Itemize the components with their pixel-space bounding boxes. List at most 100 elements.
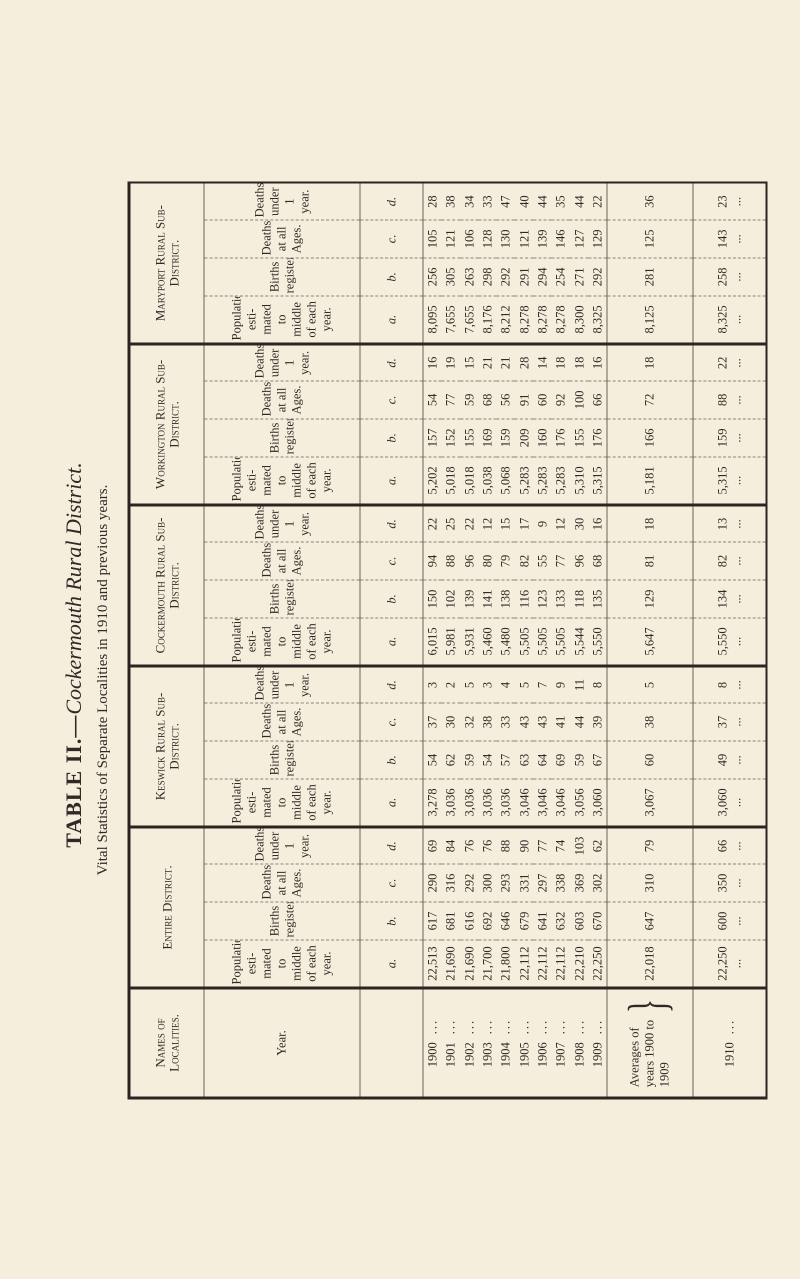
data-cell: 8,300	[569, 295, 588, 344]
data-cell: 3,036	[459, 778, 478, 827]
year-label: 1900	[425, 1042, 440, 1068]
leader-dots: ...	[480, 1018, 495, 1035]
data-cell: 8,325	[587, 295, 607, 344]
data-cell: 3,046	[514, 778, 533, 827]
year-label: 1908	[571, 1042, 586, 1068]
year-label: 1907	[553, 1042, 568, 1068]
value-1910: 37	[714, 715, 729, 729]
data-cell: 33	[496, 702, 515, 741]
filler-dots: ...	[728, 878, 743, 888]
value-1910-cell: 49...	[692, 740, 766, 779]
year-cell: 1905...	[514, 988, 533, 1098]
data-cell: 30	[441, 702, 460, 741]
data-cell: 159	[496, 418, 515, 457]
data-cell: 18	[569, 343, 588, 381]
data-cell: 127	[569, 219, 588, 258]
data-cell: 141	[477, 579, 497, 618]
data-cell: 66	[587, 380, 607, 419]
value-1910-cell: 134...	[692, 579, 766, 618]
average-cell: 281	[606, 257, 693, 296]
value-1910: 23	[714, 195, 729, 208]
table-subtitle: Vital Statistics of Separate Localities …	[95, 484, 111, 876]
value-1910: 8,325	[714, 305, 729, 334]
value-1910: 5,315	[714, 466, 729, 495]
data-cell: 54	[422, 380, 442, 419]
value-1910: 258	[714, 267, 729, 287]
year-cell: 1904...	[496, 988, 515, 1098]
data-cell: 69	[551, 740, 570, 779]
data-cell: 5,544	[569, 617, 588, 666]
data-cell: 69	[422, 826, 442, 864]
column-letter: d.	[359, 665, 423, 703]
data-cell: 3,056	[569, 778, 588, 827]
data-cell: 22,210	[569, 940, 588, 988]
data-cell: 32	[459, 702, 478, 741]
value-1910: 350	[714, 873, 729, 893]
value-1910-cell: 159...	[692, 418, 766, 457]
data-cell: 62	[441, 740, 460, 779]
data-cell: 22,112	[514, 940, 533, 988]
column-label: Deaths under 1 year.	[203, 182, 360, 220]
data-cell: 88	[441, 541, 460, 580]
data-cell: 16	[422, 343, 442, 381]
leader-dots: ...	[425, 1018, 440, 1035]
data-cell: 8,278	[514, 295, 533, 344]
data-cell: 5,931	[459, 617, 478, 666]
data-cell: 17	[514, 504, 533, 542]
data-cell: 80	[477, 541, 497, 580]
data-cell: 135	[587, 579, 607, 618]
data-cell: 43	[514, 702, 533, 741]
district-name: Keswick Rural Sub-District.	[128, 665, 204, 827]
column-label: Deaths under 1 year.	[203, 504, 360, 542]
average-cell: 166	[606, 418, 693, 457]
data-cell: 5	[459, 665, 478, 703]
average-cell: 5,647	[606, 617, 693, 666]
data-cell: 103	[569, 826, 588, 864]
filler-dots: ...	[728, 717, 743, 727]
average-cell: 18	[606, 343, 693, 381]
year-1910-label: 1910	[721, 1042, 736, 1068]
table-number: TABLE II.—	[61, 714, 86, 848]
data-cell: 646	[496, 902, 515, 940]
column-letter: b.	[359, 740, 423, 779]
averages-label-cell: Averages of years 1900 to 1909}	[606, 988, 693, 1098]
average-cell: 8,125	[606, 295, 693, 344]
column-label: Deaths at all Ages.	[203, 541, 360, 580]
year-cell: 1907...	[551, 988, 570, 1098]
value-1910-cell: 22...	[692, 343, 766, 381]
data-cell: 129	[587, 219, 607, 258]
year-label: 1905	[516, 1042, 531, 1068]
value-1910: 82	[714, 554, 729, 568]
data-cell: 292	[459, 864, 478, 902]
data-cell: 3,046	[532, 778, 552, 827]
data-cell: 37	[422, 702, 442, 741]
year-cell: 1901...	[441, 988, 460, 1098]
data-cell: 3,060	[587, 778, 607, 827]
data-cell: 47	[496, 182, 515, 220]
average-cell: 3,067	[606, 778, 693, 827]
data-cell: 254	[551, 257, 570, 296]
data-cell: 96	[569, 541, 588, 580]
data-cell: 84	[441, 826, 460, 864]
brace-icon: }	[618, 998, 679, 1014]
year-label: 1901	[443, 1042, 458, 1068]
column-label-row: Year. Population esti-mated to middle of …	[203, 182, 360, 1098]
year-cell: 1908...	[569, 988, 588, 1098]
data-cell: 8,212	[496, 295, 515, 344]
data-cell: 3,036	[441, 778, 460, 827]
data-cell: 74	[551, 826, 570, 864]
district-name: Workington Rural Sub-District.	[128, 343, 204, 505]
data-cell: 77	[551, 541, 570, 580]
table-title: TABLE II.—Cockermouth Rural District.	[60, 305, 88, 1005]
data-cell: 169	[477, 418, 497, 457]
value-1910-cell: 258...	[692, 257, 766, 296]
data-cell: 256	[422, 257, 442, 296]
data-cell: 35	[551, 182, 570, 220]
average-cell: 5,181	[606, 456, 693, 505]
data-cell: 21,700	[477, 940, 497, 988]
column-label: Population esti-mated to middle of each …	[203, 940, 360, 988]
table-row: 1904... 21,800 646 293 88 3,036 57 33 4 5,480 138 7…	[496, 182, 515, 1098]
data-cell: 11	[569, 665, 588, 703]
data-cell: 106	[459, 219, 478, 258]
filler-dots: ...	[728, 755, 743, 765]
